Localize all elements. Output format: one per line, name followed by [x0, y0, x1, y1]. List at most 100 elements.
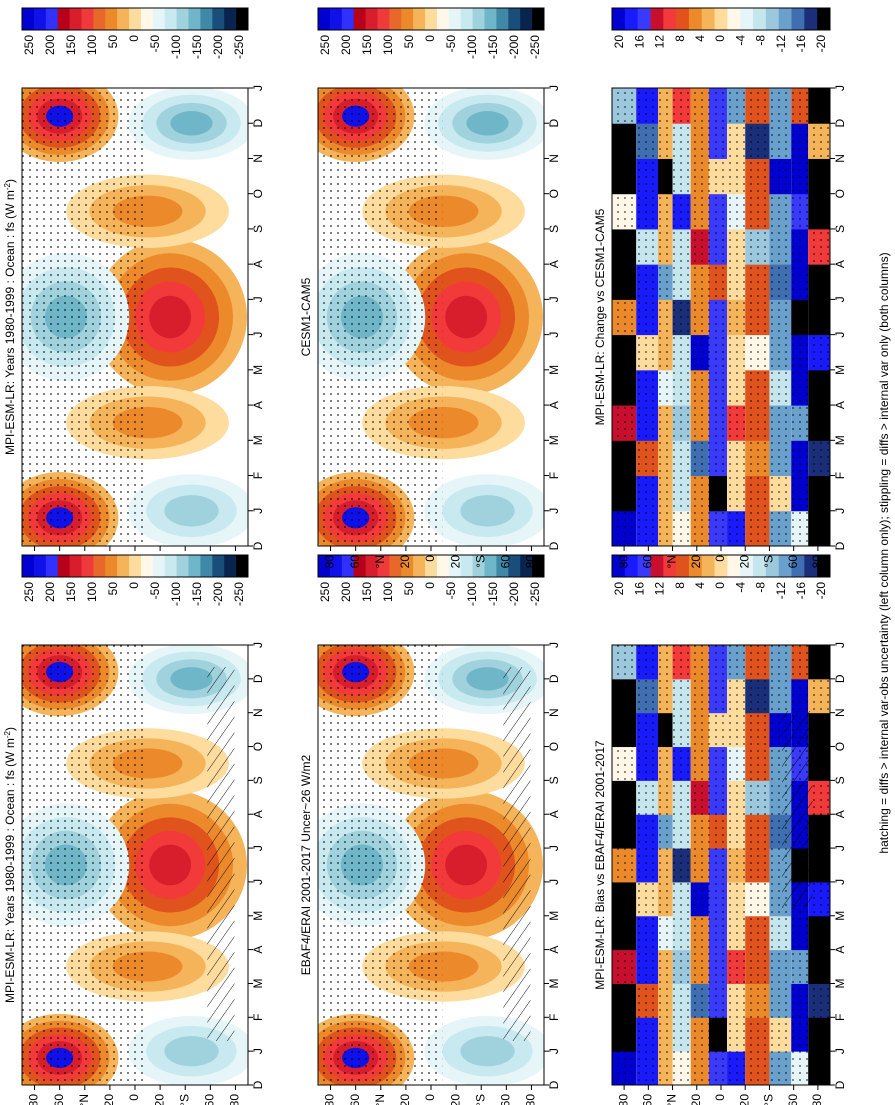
- lat-tick-label: 80: [228, 1094, 242, 1105]
- colorbar-swatch: [105, 8, 118, 30]
- colorbar-swatch: [714, 8, 728, 30]
- month-tick-label: M: [547, 365, 561, 375]
- colorbar-swatch: [413, 555, 426, 577]
- colorbar-tick-label: -100: [169, 35, 183, 59]
- colorbar-swatch: [460, 555, 474, 577]
- colorbar-swatch: [377, 8, 390, 30]
- colorbar-swatch: [33, 8, 47, 30]
- colorbar-tick-label: -4: [733, 35, 747, 46]
- colorbar-tick-label: -250: [528, 582, 542, 606]
- lat-tick-label: °N: [373, 1094, 387, 1105]
- colorbar-tick-label: 250: [318, 35, 332, 55]
- month-tick-label: A: [547, 810, 561, 818]
- colorbar-swatch: [532, 555, 545, 577]
- colorbar-swatch: [804, 555, 818, 577]
- colorbar-tick-label: 100: [381, 35, 395, 55]
- panel-title: MPI-ESM-LR: Years 1980-1999 : Ocean : fs…: [3, 179, 17, 455]
- colorbar-swatch: [93, 555, 106, 577]
- month-tick-label: O: [251, 189, 265, 198]
- month-tick-label: J: [547, 879, 561, 885]
- colorbar-tick-label: 0: [127, 35, 141, 42]
- colorbar-swatch: [129, 555, 142, 577]
- month-tick-label: A: [833, 260, 847, 268]
- stippling: [22, 645, 147, 1085]
- month-tick-label: J: [251, 1048, 265, 1054]
- colorbar-tick-label: -8: [754, 35, 768, 46]
- contour-fill: [170, 667, 213, 691]
- lat-tick-label: 0: [713, 555, 727, 562]
- colorbar-swatch: [448, 8, 462, 30]
- colorbar-tick-label: 0: [713, 582, 727, 589]
- month-tick-label: M: [833, 365, 847, 375]
- colorbar-swatch: [365, 8, 378, 30]
- colorbar-tick-label: 250: [22, 35, 36, 55]
- month-tick-label: J: [833, 1048, 847, 1054]
- colorbar-tick-label: 150: [64, 35, 78, 55]
- month-tick-label: S: [251, 225, 265, 233]
- colorbar-tick-label: 100: [85, 35, 99, 55]
- colorbar-tick-label: -150: [486, 582, 500, 606]
- colorbar-swatch: [176, 8, 190, 30]
- colorbar-frame: [611, 7, 831, 31]
- panel-0: DJFMAMJJASONDJ8060°N20020°S6080MPI-ESM-L…: [3, 7, 265, 568]
- colorbar-swatch: [520, 8, 533, 30]
- month-tick-label: A: [833, 401, 847, 409]
- colorbar-swatch: [377, 555, 390, 577]
- colorbar-swatch: [176, 555, 190, 577]
- colorbar-tick-label: -250: [232, 582, 246, 606]
- month-tick-label: O: [833, 742, 847, 751]
- colorbar-swatch: [212, 8, 225, 30]
- contour-fill: [170, 111, 213, 136]
- colorbar-swatch: [188, 555, 201, 577]
- month-tick-label: J: [833, 508, 847, 514]
- colorbar-swatch: [740, 8, 754, 30]
- colorbar-swatch: [341, 8, 355, 30]
- month-tick-label: J: [251, 642, 265, 648]
- colorbar-swatch: [329, 555, 343, 577]
- colorbar-tick-label: 200: [43, 582, 57, 602]
- contour-fill: [149, 844, 192, 886]
- colorbar-swatch: [318, 8, 331, 30]
- colorbar-swatch: [413, 8, 426, 30]
- colorbar-swatch: [778, 8, 793, 30]
- month-tick-label: D: [547, 674, 561, 683]
- contour-fill: [164, 495, 219, 527]
- colorbar-swatch: [200, 555, 213, 577]
- month-tick-label: J: [547, 332, 561, 338]
- lat-tick-label: 60: [499, 1094, 513, 1105]
- panel-title: EBAF4/ERAI 2001-2017 Uncer~26 W/m2: [299, 754, 313, 975]
- month-tick-label: A: [251, 946, 265, 954]
- month-tick-label: S: [251, 776, 265, 784]
- colorbar-swatch: [448, 555, 462, 577]
- footnote: hatching = diffs > internal var-obs unce…: [877, 252, 891, 853]
- month-tick-label: D: [251, 1080, 265, 1089]
- colorbar-tick-label: -20: [814, 582, 828, 600]
- month-tick-label: M: [251, 365, 265, 375]
- colorbar-swatch: [778, 555, 793, 577]
- colorbar-swatch: [45, 555, 59, 577]
- colorbar-tick-label: -200: [211, 582, 225, 606]
- stippling: [318, 645, 443, 1085]
- month-tick-label: F: [833, 472, 847, 479]
- month-tick-label: O: [251, 742, 265, 751]
- colorbar-tick-label: 250: [318, 582, 332, 602]
- lat-tick-label: 20: [689, 1094, 703, 1105]
- month-tick-label: M: [251, 435, 265, 445]
- month-tick-label: N: [833, 154, 847, 163]
- month-tick-label: M: [833, 911, 847, 921]
- contour-fill: [149, 295, 192, 339]
- colorbar-swatch: [688, 8, 703, 30]
- colorbar-swatch: [236, 8, 249, 30]
- lat-tick-label: 60: [348, 555, 362, 569]
- colorbar-tick-label: 12: [653, 35, 667, 49]
- colorbar-swatch: [637, 555, 651, 577]
- colorbar-tick-label: -150: [486, 35, 500, 59]
- colorbar-tick-label: 8: [673, 35, 687, 42]
- colorbar-frame: [611, 554, 831, 578]
- colorbar-swatch: [612, 8, 626, 30]
- month-tick-label: F: [251, 472, 265, 479]
- contour-fill: [445, 295, 488, 339]
- lat-tick-label: 20: [448, 555, 462, 569]
- month-tick-label: M: [833, 978, 847, 988]
